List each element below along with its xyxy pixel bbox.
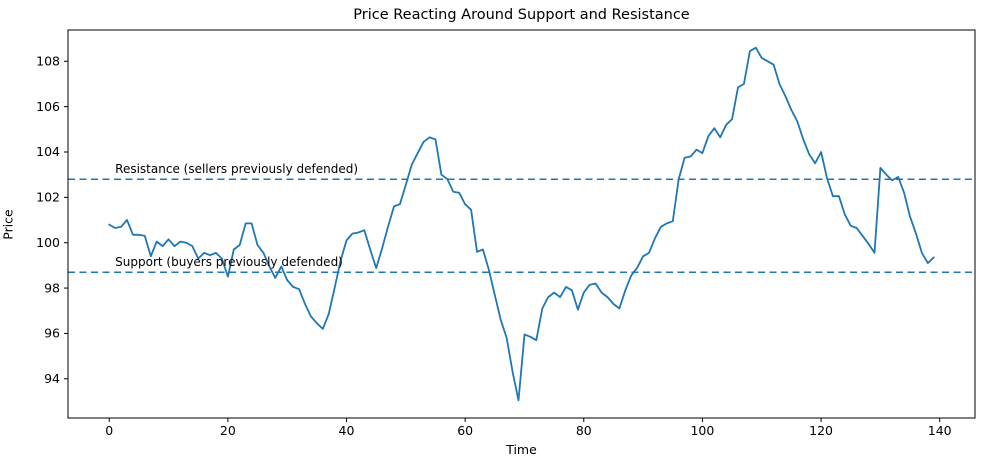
- y-tick-label: 108: [36, 53, 60, 68]
- price-line: [108, 46, 935, 402]
- x-tick-label: 80: [576, 423, 592, 438]
- x-tick-label: 20: [220, 423, 236, 438]
- y-tick-label: 106: [36, 99, 60, 114]
- y-tick-label: 98: [44, 280, 60, 295]
- y-axis-label: Price: [0, 209, 16, 240]
- y-tick-label: 94: [44, 371, 60, 386]
- x-tick-label: 140: [928, 423, 952, 438]
- x-tick-label: 120: [809, 423, 833, 438]
- x-tick-label: 100: [690, 423, 714, 438]
- support-label: Support (buyers previously defended): [115, 255, 343, 270]
- x-axis-label: Time: [506, 442, 537, 457]
- resistance-label: Resistance (sellers previously defended): [115, 162, 359, 177]
- y-tick-label: 96: [44, 326, 60, 341]
- y-tick-label: 100: [36, 235, 60, 250]
- chart-title: Price Reacting Around Support and Resist…: [353, 7, 690, 23]
- y-tick-label: 104: [36, 144, 60, 159]
- x-tick-label: 40: [339, 423, 355, 438]
- axes-frame: [67, 29, 976, 419]
- y-tick-label: 102: [36, 190, 60, 205]
- x-tick-label: 0: [105, 423, 113, 438]
- x-tick-label: 60: [457, 423, 473, 438]
